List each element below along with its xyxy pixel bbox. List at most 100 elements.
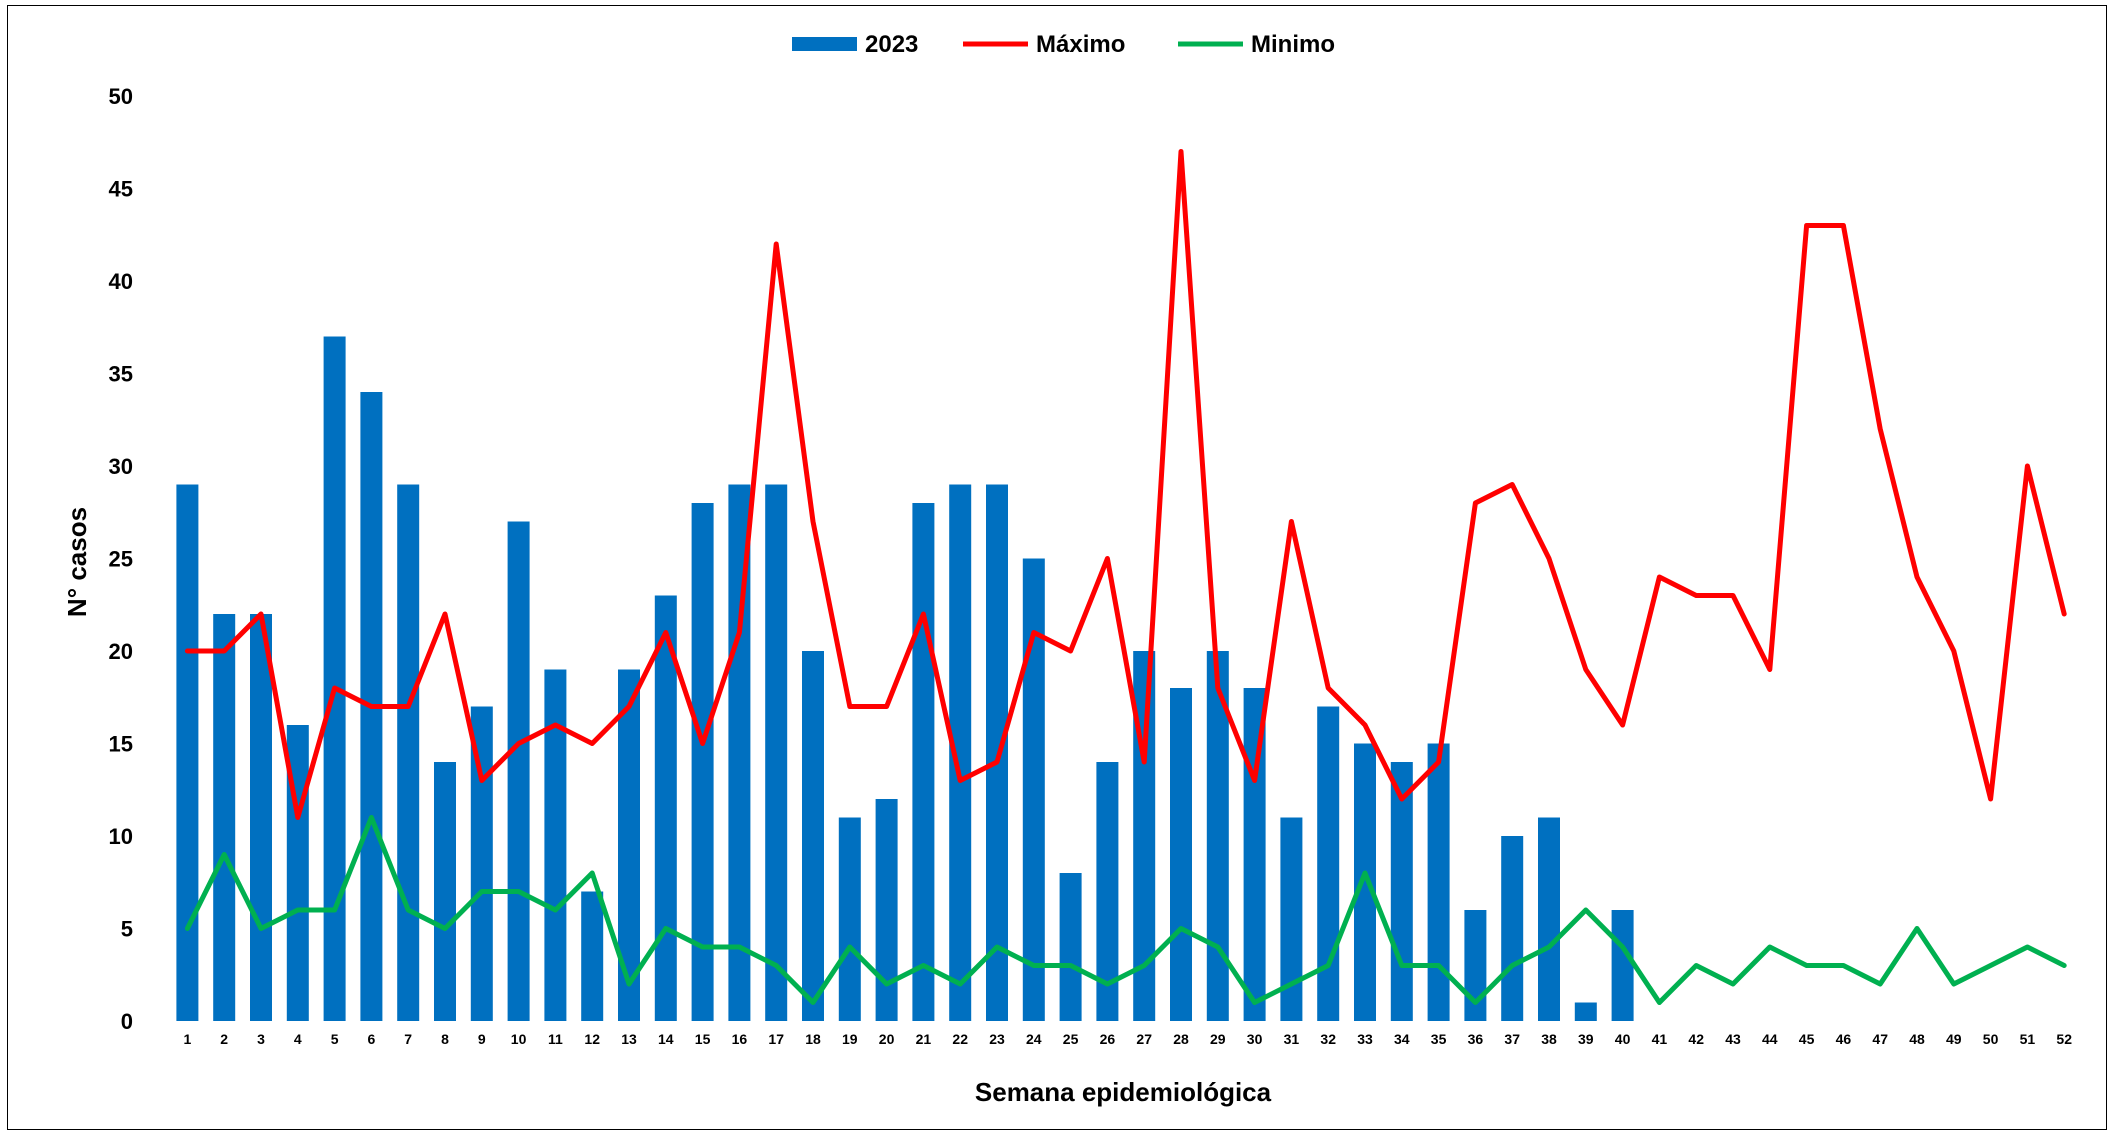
bar <box>1538 817 1560 1021</box>
bar <box>507 521 530 1021</box>
legend-label: Minimo <box>1251 31 1335 58</box>
x-tick-label: 30 <box>1247 1031 1263 1047</box>
x-tick-label: 51 <box>2020 1031 2036 1047</box>
x-tick-label: 52 <box>2056 1031 2072 1047</box>
x-tick-label: 22 <box>952 1031 968 1047</box>
bar <box>1464 910 1487 1021</box>
x-tick-label: 38 <box>1541 1031 1557 1047</box>
x-tick-label: 11 <box>548 1031 563 1047</box>
x-tick-label: 46 <box>1836 1031 1852 1047</box>
bar <box>618 669 640 1021</box>
x-tick-label: 15 <box>695 1031 711 1047</box>
x-tick-label: 19 <box>842 1031 858 1047</box>
x-tick-label: 42 <box>1688 1031 1704 1047</box>
x-tick-label: 45 <box>1799 1031 1815 1047</box>
x-tick-label: 37 <box>1504 1031 1520 1047</box>
y-axis-title: N° casos <box>62 507 92 617</box>
x-tick-label: 34 <box>1394 1031 1410 1047</box>
y-tick-label: 0 <box>121 1009 133 1034</box>
y-tick-label: 40 <box>109 269 133 294</box>
series-line <box>184 149 2067 820</box>
x-tick-label: 25 <box>1063 1031 1079 1047</box>
bar <box>581 891 604 1021</box>
y-tick-label: 50 <box>109 84 133 109</box>
bar <box>1611 910 1634 1021</box>
x-tick-label: 7 <box>404 1031 412 1047</box>
bar <box>434 762 456 1021</box>
bar <box>1574 1002 1597 1021</box>
x-tick-label: 32 <box>1320 1031 1336 1047</box>
x-tick-label: 41 <box>1652 1031 1668 1047</box>
x-tick-label: 21 <box>916 1031 932 1047</box>
legend-label: Máximo <box>1036 31 1125 58</box>
bar <box>1096 762 1119 1021</box>
y-tick-label: 10 <box>109 824 133 849</box>
bar <box>912 503 935 1021</box>
bar <box>470 706 493 1021</box>
x-tick-label: 2 <box>220 1031 228 1047</box>
bar <box>838 817 861 1021</box>
y-tick-label: 35 <box>109 362 133 387</box>
bar <box>1501 836 1524 1021</box>
x-tick-label: 3 <box>257 1031 265 1047</box>
x-tick-label: 24 <box>1026 1031 1042 1047</box>
x-tick-label: 48 <box>1909 1031 1925 1047</box>
y-tick-label: 15 <box>109 732 133 757</box>
x-tick-label: 50 <box>1983 1031 1999 1047</box>
x-tick-label: 13 <box>621 1031 637 1047</box>
x-tick-label: 18 <box>805 1031 821 1047</box>
legend-label: 2023 <box>865 31 918 58</box>
series-line <box>184 815 2067 1005</box>
x-tick-label: 1 <box>184 1031 192 1047</box>
bar <box>1059 873 1082 1021</box>
x-tick-label: 28 <box>1173 1031 1189 1047</box>
bar <box>1170 688 1192 1021</box>
bar <box>691 503 714 1021</box>
x-tick-label: 35 <box>1431 1031 1447 1047</box>
bar <box>1022 558 1045 1021</box>
x-tick-label: 4 <box>294 1031 302 1047</box>
x-tick-label: 49 <box>1946 1031 1962 1047</box>
legend: 2023 Máximo Minimo <box>792 31 1335 58</box>
x-tick-label: 5 <box>331 1031 339 1047</box>
bar <box>1354 743 1376 1021</box>
bar <box>654 595 677 1021</box>
x-tick-label: 10 <box>511 1031 527 1047</box>
x-tick-label: 26 <box>1100 1031 1116 1047</box>
bar <box>986 484 1008 1021</box>
bar <box>1206 651 1229 1021</box>
y-tick-label: 5 <box>121 917 133 942</box>
bar <box>176 484 199 1021</box>
x-tick-label: 6 <box>368 1031 376 1047</box>
x-tick-label: 17 <box>768 1031 784 1047</box>
x-tick-label: 8 <box>441 1031 449 1047</box>
bar <box>765 484 788 1021</box>
x-axis-title: Semana epidemiológica <box>975 1077 1272 1107</box>
x-tick-label: 16 <box>732 1031 748 1047</box>
x-tick-label: 33 <box>1357 1031 1373 1047</box>
bar <box>1317 706 1340 1021</box>
x-tick-label: 27 <box>1136 1031 1152 1047</box>
line-series <box>184 149 2067 1005</box>
x-tick-label: 12 <box>584 1031 600 1047</box>
x-tick-label: 14 <box>658 1031 674 1047</box>
y-tick-label: 30 <box>109 454 133 479</box>
bar <box>949 484 972 1021</box>
y-axis-ticks: 0 5 10 15 20 25 30 35 40 45 50 <box>109 84 133 1034</box>
bar <box>1280 817 1303 1021</box>
bar-series-2023 <box>176 336 1634 1021</box>
x-tick-label: 23 <box>989 1031 1005 1047</box>
y-tick-label: 20 <box>109 639 133 664</box>
x-tick-label: 36 <box>1468 1031 1484 1047</box>
x-tick-label: 44 <box>1762 1031 1778 1047</box>
x-tick-label: 9 <box>478 1031 486 1047</box>
bar <box>728 484 751 1021</box>
x-tick-label: 29 <box>1210 1031 1226 1047</box>
x-tick-label: 40 <box>1615 1031 1631 1047</box>
bar <box>802 651 824 1021</box>
x-tick-label: 31 <box>1284 1031 1300 1047</box>
bar <box>213 614 236 1021</box>
y-tick-label: 25 <box>109 547 133 572</box>
